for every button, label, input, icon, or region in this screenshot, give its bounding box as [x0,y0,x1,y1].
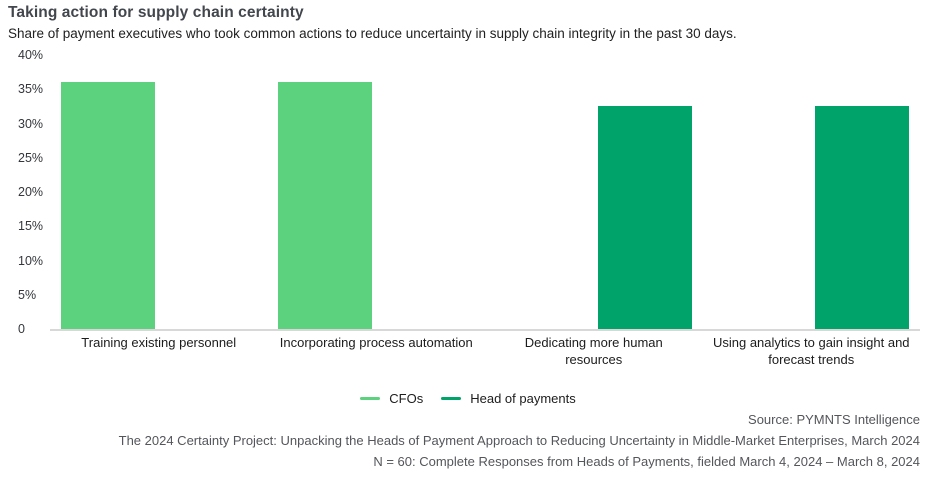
footer-notes: Source: PYMNTS Intelligence The 2024 Cer… [119,409,920,472]
category-label: Incorporating process automation [279,335,473,350]
bar-group [50,55,268,329]
y-axis: 40% 35% 30% 25% 20% 15% 10% 5% 0 [0,48,50,336]
category-label: Dedicating more human resources [524,335,663,367]
chart-subtitle: Share of payment executives who took com… [8,26,737,41]
bar-cfos [278,82,373,329]
y-tick-label: 20% [18,185,44,199]
legend-item: CFOs [360,391,423,406]
legend-label: CFOs [389,391,424,406]
sample-note: N = 60: Complete Responses from Heads of… [373,454,920,469]
y-tick-label: 30% [18,116,44,131]
y-tick-label: 10% [18,253,44,268]
citation-note: The 2024 Certainty Project: Unpacking th… [118,433,920,448]
y-tick-label: 25% [18,150,44,165]
chart-body: 40% 35% 30% 25% 20% 15% 10% 5% 0 [0,48,920,336]
legend-swatch-icon [360,397,381,400]
y-tick-label: 40% [18,48,44,62]
legend-swatch-icon [441,397,462,400]
y-tick-label: 35% [18,82,44,97]
legend: CFOs Head of payments [0,391,936,406]
bar-head-of-payments [815,106,910,329]
bar-group [485,55,703,329]
category-label: Using analytics to gain insight and fore… [712,335,910,367]
category-label: Training existing personnel [81,335,237,350]
bar-group [703,55,921,329]
legend-item: Head of payments [441,391,576,406]
chart-header: Taking action for supply chain certainty… [8,4,928,41]
y-tick-label: 5% [18,287,37,302]
y-tick-label: 0 [18,322,25,336]
y-tick-label: 15% [18,219,44,234]
source-note: Source: PYMNTS Intelligence [748,412,920,427]
bar-head-of-payments [597,106,692,329]
bar-cfos [60,82,155,329]
bar-group [268,55,486,329]
chart-title: Taking action for supply chain certainty [8,4,304,21]
legend-label: Head of payments [470,391,576,406]
x-axis-category-labels: Training existing personnel Incorporating… [50,334,920,368]
plot-area [50,55,920,331]
